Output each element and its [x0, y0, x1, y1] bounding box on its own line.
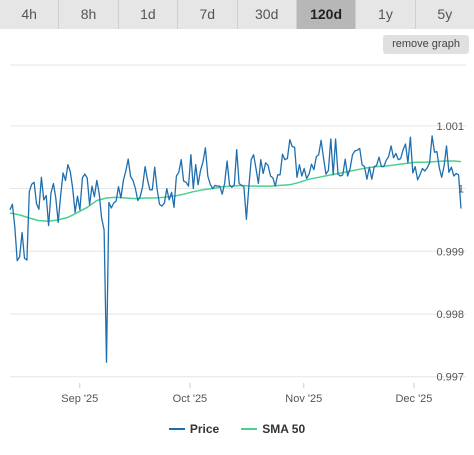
y-tick-label: 1.001: [436, 121, 464, 133]
series-line-price: [9, 135, 462, 363]
legend-item-sma[interactable]: SMA 50: [241, 422, 305, 436]
tab-8h[interactable]: 8h: [59, 0, 119, 29]
time-range-tabs: 4h 8h 1d 7d 30d 120d 1y 5y: [0, 0, 474, 29]
y-tick-label: 1: [458, 184, 464, 196]
legend-label-sma: SMA 50: [262, 422, 306, 436]
x-tick-label: Nov '25: [285, 393, 322, 405]
chart-legend: Price SMA 50: [0, 420, 474, 438]
tab-5y[interactable]: 5y: [415, 0, 474, 29]
tab-7d[interactable]: 7d: [178, 0, 238, 29]
x-tick-label: Sep '25: [61, 393, 98, 405]
legend-swatch-sma: [241, 428, 258, 430]
tab-1d[interactable]: 1d: [118, 0, 179, 29]
tab-4h[interactable]: 4h: [0, 0, 60, 29]
legend-item-price[interactable]: Price: [168, 422, 220, 436]
y-tick-label: 0.998: [436, 309, 464, 321]
remove-graph-button[interactable]: remove graph: [383, 35, 469, 54]
tab-1y[interactable]: 1y: [356, 0, 416, 29]
x-tick-label: Oct '25: [173, 393, 208, 405]
x-tick-label: Dec '25: [395, 393, 432, 405]
legend-label-price: Price: [189, 422, 220, 436]
y-tick-label: 0.999: [436, 246, 464, 258]
y-tick-label: 0.997: [436, 372, 464, 384]
tab-30d[interactable]: 30d: [237, 0, 297, 29]
series-line-sma-50: [9, 160, 462, 222]
tab-120d[interactable]: 120d: [296, 0, 357, 29]
legend-swatch-price: [168, 428, 185, 430]
